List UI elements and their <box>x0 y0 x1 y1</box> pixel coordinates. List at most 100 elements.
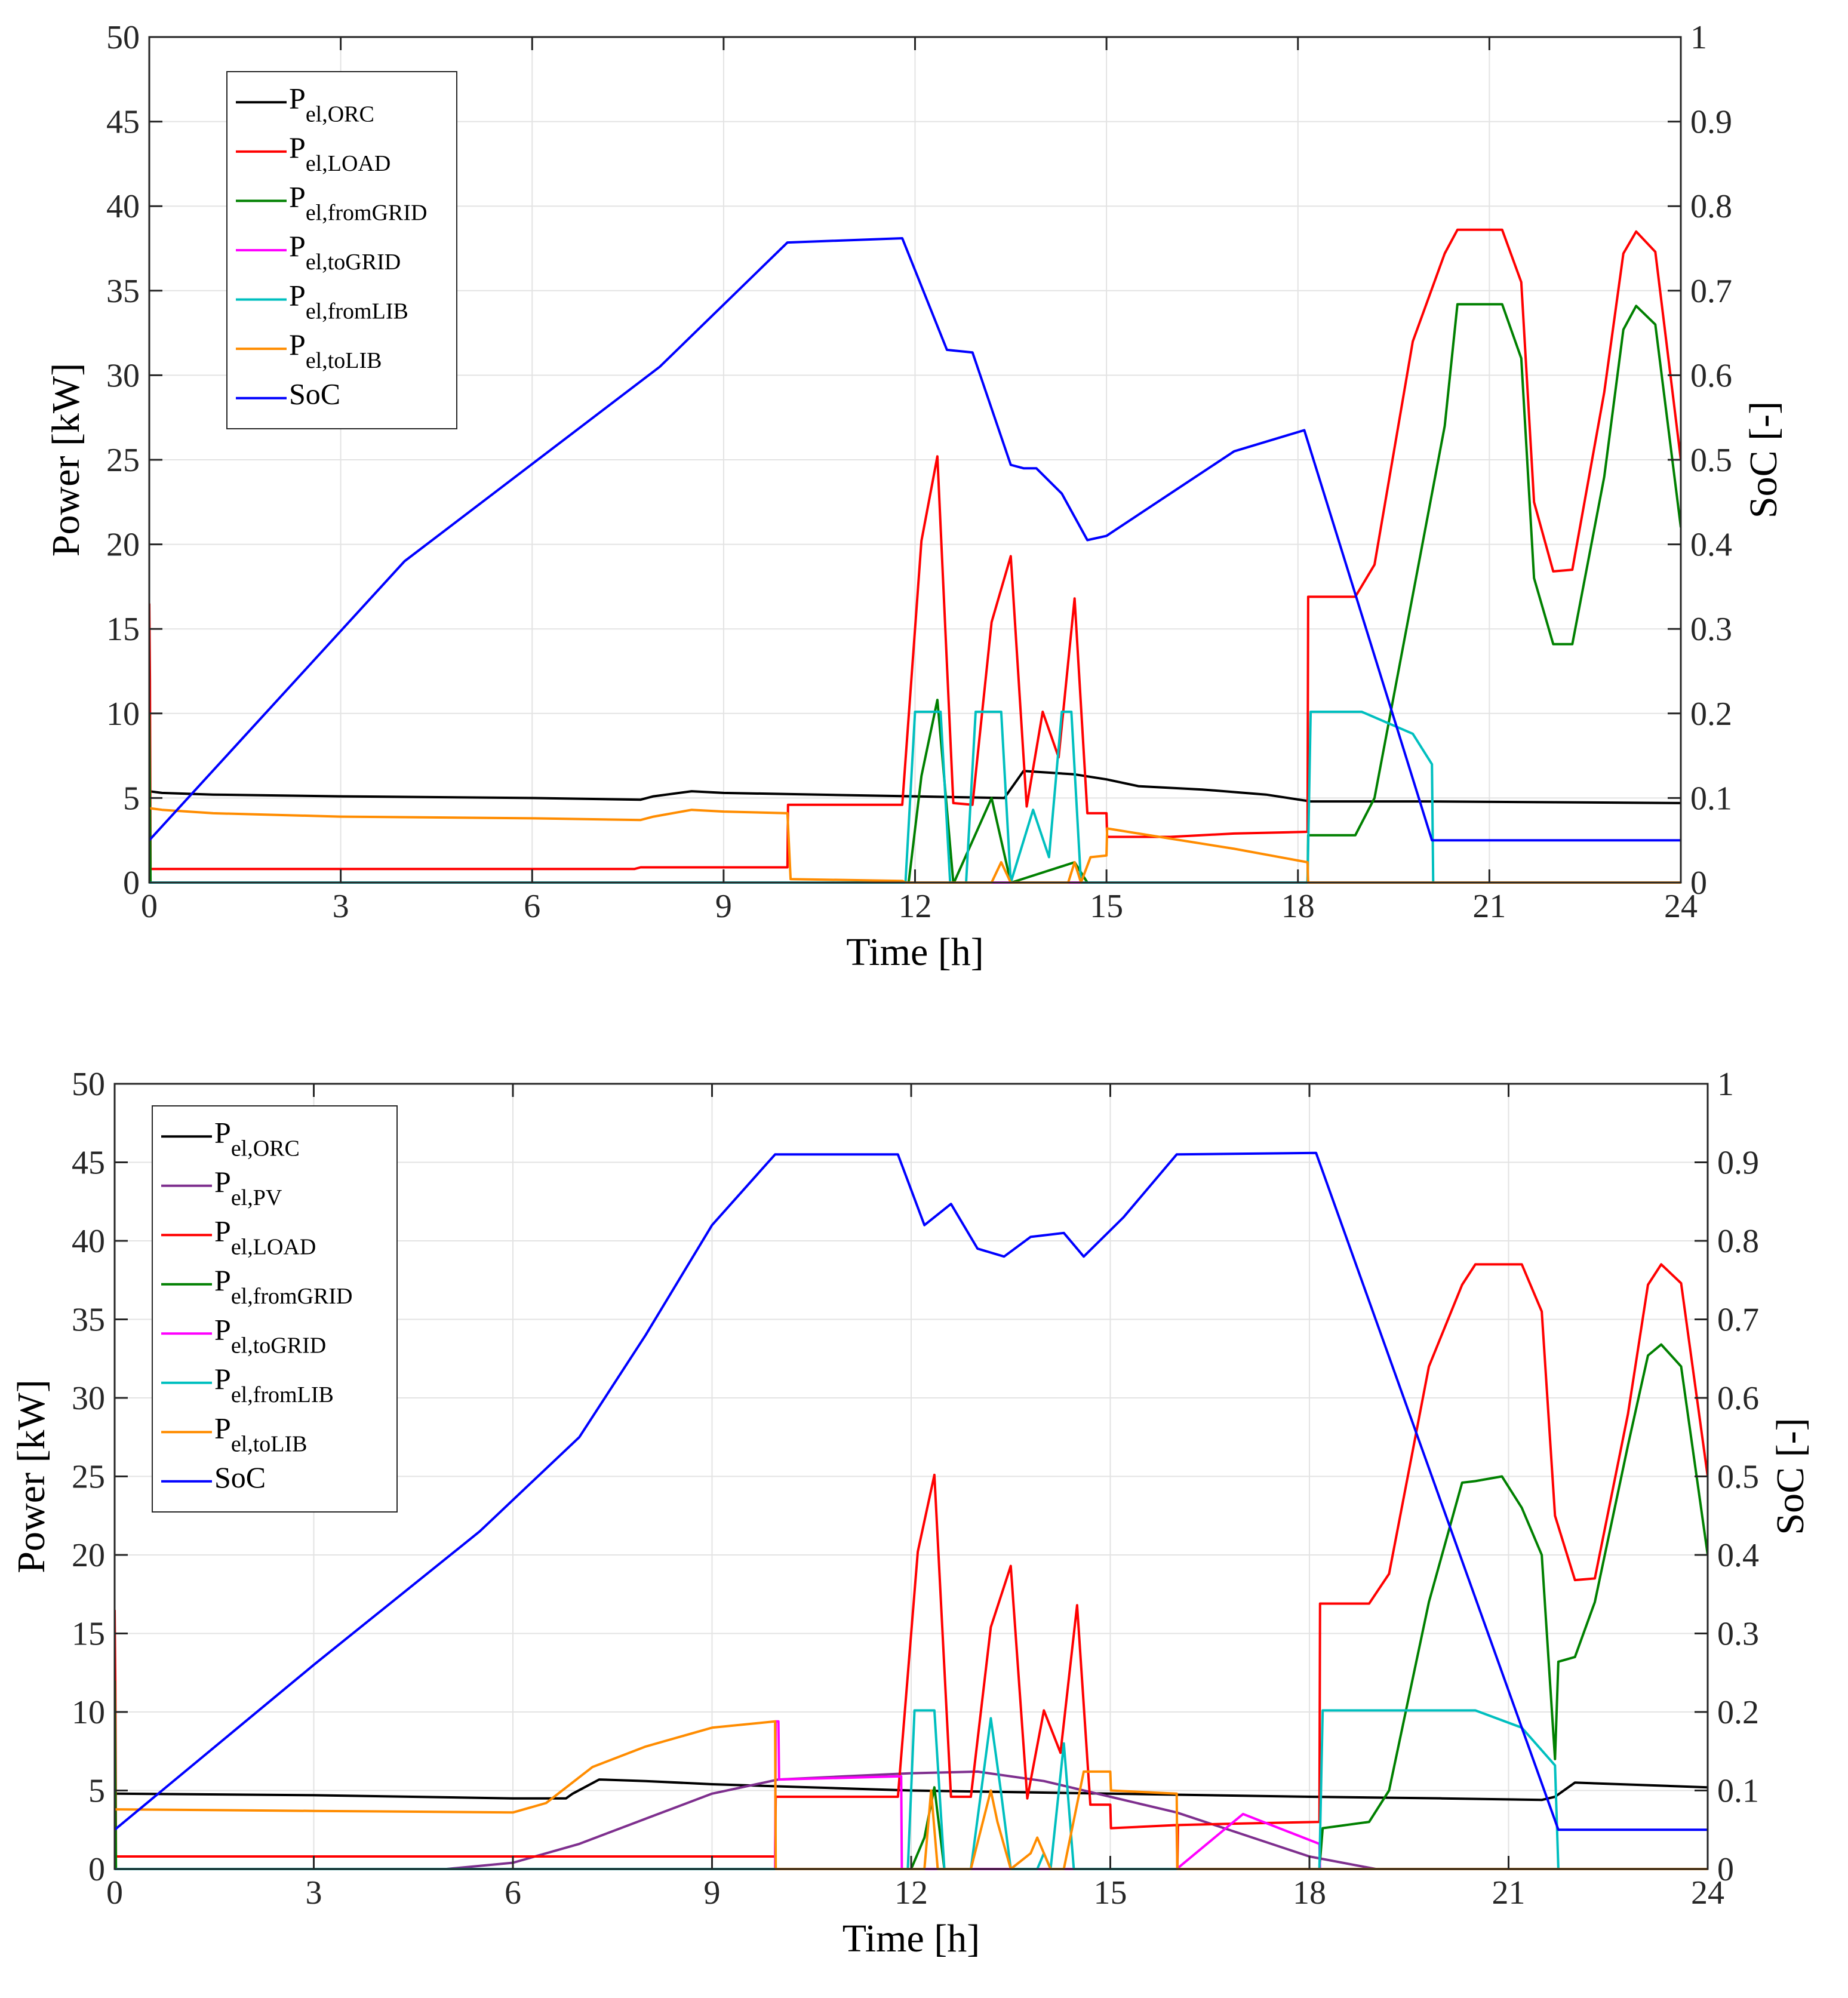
y2-tick-label: 0.6 <box>1690 357 1732 394</box>
y2-tick-label: 0.5 <box>1690 442 1732 479</box>
legend-label-main: P <box>289 229 306 263</box>
y2-tick-label: 0 <box>1690 865 1707 902</box>
legend-label: Pel,ORC <box>214 1115 300 1161</box>
legend-item-PV: Pel,PV <box>161 1165 282 1210</box>
y2-tick-label: 0.4 <box>1690 527 1732 564</box>
y-tick-label: 20 <box>72 1537 105 1574</box>
series-line-SoC <box>115 1151 1708 1831</box>
y2-tick-label: 0.3 <box>1717 1616 1759 1653</box>
y2-axis-label: SoC [-] <box>1742 401 1785 518</box>
chart-bottom: 0 3 6 9 12 15 18 21 240510152025303540455000.10.… <box>10 1066 1812 1960</box>
series-line-ORC <box>149 770 1681 804</box>
legend-label: SoC <box>289 377 340 411</box>
legend-label: Pel,LOAD <box>214 1214 316 1259</box>
y2-tick-label: 0.5 <box>1717 1459 1759 1496</box>
legend-label: Pel,ORC <box>289 81 374 127</box>
y-tick-label: 5 <box>123 780 140 817</box>
y2-tick-label: 0.2 <box>1690 696 1732 733</box>
legend-label-main: SoC <box>289 377 340 411</box>
legend-item-toLIB: Pel,toLIB <box>236 328 382 373</box>
legend: Pel,ORCPel,PVPel,LOADPel,fromGRIDPel,toG… <box>152 1105 398 1513</box>
y2-tick-label: 0.7 <box>1717 1302 1759 1339</box>
legend-label-sub: el,ORC <box>306 102 374 127</box>
y-tick-label: 20 <box>106 527 140 564</box>
y2-tick-label: 0.9 <box>1717 1145 1759 1182</box>
y-tick-label: 45 <box>72 1145 105 1182</box>
legend-label-main: P <box>289 180 306 213</box>
legend-label-main: P <box>289 131 306 164</box>
y-tick-label: 45 <box>106 104 140 141</box>
legend-label-main: P <box>214 1214 231 1247</box>
legend-label-main: P <box>214 1312 231 1346</box>
legend-label: Pel,fromLIB <box>214 1362 334 1407</box>
y-tick-label: 15 <box>106 611 140 648</box>
y-tick-label: 40 <box>72 1223 105 1260</box>
legend-label-main: P <box>289 279 306 312</box>
legend: Pel,ORCPel,LOADPel,fromGRIDPel,toGRIDPel… <box>226 71 457 429</box>
legend-label-main: P <box>214 1362 231 1395</box>
legend-item-fromGRID: Pel,fromGRID <box>236 180 428 225</box>
y-tick-label: 50 <box>106 19 140 56</box>
series-line-ORC <box>115 1778 1708 1802</box>
y2-tick-label: 0 <box>1717 1851 1734 1888</box>
x-tick-label: 3 <box>306 1874 322 1911</box>
legend-item-fromLIB: Pel,fromLIB <box>236 279 408 324</box>
legend-label-main: P <box>214 1411 231 1444</box>
legend-label-sub: el,LOAD <box>306 151 390 176</box>
y2-tick-label: 1 <box>1690 19 1707 56</box>
y2-tick-label: 0.8 <box>1690 188 1732 225</box>
y-tick-label: 10 <box>72 1694 105 1731</box>
x-tick-label: 12 <box>899 888 932 925</box>
y2-tick-label: 1 <box>1717 1066 1734 1103</box>
legend-box <box>152 1105 398 1513</box>
legend-label-sub: el,LOAD <box>231 1234 316 1259</box>
series-line-SoC <box>149 237 1681 842</box>
x-tick-label: 6 <box>505 1874 521 1911</box>
y-tick-label: 0 <box>88 1851 105 1888</box>
y2-tick-label: 0.9 <box>1690 104 1732 141</box>
y2-tick-label: 0.7 <box>1690 273 1732 310</box>
y-tick-label: 35 <box>106 273 140 310</box>
legend-label-main: P <box>289 328 306 361</box>
y-tick-label: 25 <box>72 1459 105 1496</box>
legend-item-LOAD: Pel,LOAD <box>236 131 390 176</box>
legend-label-sub: el,PV <box>231 1185 282 1210</box>
legend-label-sub: el,toLIB <box>306 348 382 373</box>
legend-label: Pel,toLIB <box>289 328 382 373</box>
legend-label: Pel,PV <box>214 1165 282 1210</box>
series-line-LOAD <box>149 228 1681 871</box>
series-line-fromLIB <box>149 711 1681 884</box>
y2-tick-label: 0.1 <box>1690 780 1732 817</box>
legend-item-LOAD: Pel,LOAD <box>161 1214 316 1259</box>
y-tick-label: 30 <box>72 1380 105 1417</box>
legend-label-main: P <box>214 1165 231 1198</box>
y-tick-label: 15 <box>72 1616 105 1653</box>
legend-item-toGRID: Pel,toGRID <box>236 229 401 275</box>
x-tick-label: 9 <box>715 888 732 925</box>
y-tick-label: 0 <box>123 865 140 902</box>
legend-label-sub: el,toLIB <box>231 1431 308 1456</box>
legend-label: Pel,fromGRID <box>214 1264 353 1309</box>
legend-label-sub: el,fromGRID <box>306 200 428 225</box>
x-tick-label: 0 <box>141 888 158 925</box>
y2-tick-label: 0.2 <box>1717 1694 1759 1731</box>
y-axis-label: Power [kW] <box>10 1379 53 1573</box>
x-tick-label: 9 <box>704 1874 721 1911</box>
y-tick-label: 35 <box>72 1302 105 1339</box>
y2-tick-label: 0.6 <box>1717 1380 1759 1417</box>
legend-item-fromGRID: Pel,fromGRID <box>161 1264 353 1309</box>
legend-label: Pel,toLIB <box>214 1411 308 1456</box>
x-tick-label: 3 <box>333 888 349 925</box>
y-tick-label: 40 <box>106 188 140 225</box>
legend-label: SoC <box>214 1461 266 1494</box>
legend-label: Pel,LOAD <box>289 131 390 176</box>
x-tick-label: 15 <box>1090 888 1123 925</box>
x-tick-label: 12 <box>894 1874 928 1911</box>
y-tick-label: 5 <box>88 1773 105 1810</box>
y-tick-label: 30 <box>106 357 140 394</box>
legend-item-ORC: Pel,ORC <box>236 81 374 127</box>
y-tick-label: 25 <box>106 442 140 479</box>
y-tick-label: 10 <box>106 696 140 733</box>
legend-label: Pel,toGRID <box>214 1312 326 1358</box>
